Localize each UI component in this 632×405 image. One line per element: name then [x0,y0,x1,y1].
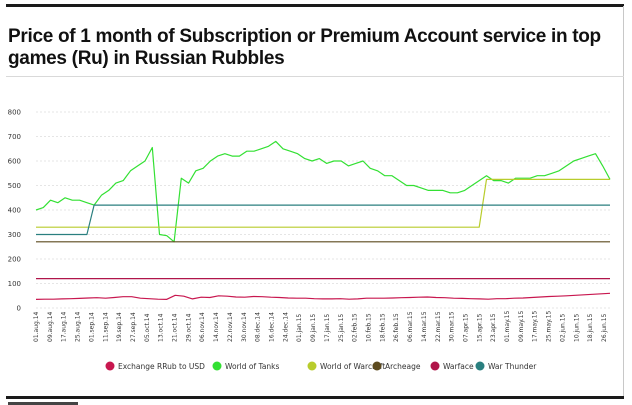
legend-label-1: World of Tanks [225,362,280,371]
x-tick-label-30: 30.mar.15 [449,311,456,342]
y-tick-label-600: 600 [8,158,21,166]
series-line-exchange-rrub-to-usd [35,292,611,300]
x-tick-label-28: 14.mar.15 [421,311,428,342]
x-tick-label-37: 25.may.15 [546,311,553,342]
legend-label-4: Warface [443,362,474,371]
footer-peek [8,400,128,405]
legend-marker-0 [105,361,115,371]
x-tick-label-21: 17.jan.15 [324,314,331,342]
x-tick-label-39: 10.jun.15 [573,313,580,342]
x-tick-label-27: 06.mar.15 [407,311,414,342]
y-tick-label-0: 0 [17,305,21,313]
series-line-war-thunder [36,204,610,236]
y-tick-label-200: 200 [8,256,21,264]
x-tick-label-7: 27.sep.14 [130,312,137,342]
x-tick-label-10: 21.oct.14 [172,313,179,342]
legend-marker-3 [372,361,382,371]
x-tick-label-1: 09.aug.14 [47,311,54,342]
x-tick-label-14: 22.nov.14 [227,312,234,342]
chart-title: Price of 1 month of Subscription or Prem… [8,26,601,69]
x-tick-label-41: 26.jun.15 [601,313,608,342]
x-tick-label-34: 01.may.15 [504,311,511,342]
bottom-rule [6,396,624,399]
legend-label-0: Exchange RRub to USD [118,362,205,371]
x-tick-label-38: 02.jun.15 [559,313,566,342]
x-tick-label-16: 08.dec.14 [255,312,262,342]
y-tick-label-400: 400 [8,207,21,215]
x-tick-label-0: 01.aug.14 [33,311,40,342]
legend-label-3: Archeage [385,362,421,371]
x-tick-label-40: 18.jun.15 [587,313,594,342]
x-tick-label-23: 02.feb.15 [352,313,359,342]
x-tick-label-11: 29.oct.14 [185,313,192,342]
series-line-world-of-warcraft [36,178,610,228]
y-tick-label-100: 100 [8,280,21,288]
x-tick-label-17: 16.dec.14 [269,312,276,342]
title-underline [6,76,624,77]
x-tick-label-12: 06.nov.14 [199,312,206,342]
legend-marker-2 [307,361,317,371]
x-tick-label-35: 09.may.15 [518,311,525,342]
legend-marker-4 [430,361,440,371]
x-axis-ticks: 01.aug.14 09.aug.14 17.aug.14 25.aug.14 01.s… [33,311,608,342]
x-tick-label-29: 22.mar.15 [435,311,442,342]
x-tick-label-4: 01.sep.14 [88,312,95,342]
x-tick-label-2: 17.aug.14 [61,311,68,342]
series-lines [35,140,611,300]
x-tick-label-31: 07.apr.15 [462,313,469,342]
x-tick-label-32: 15.apr.15 [476,313,483,342]
y-axis-ticks: 0 100 200 300 400 500 600 700 800 [8,109,21,313]
x-tick-label-24: 10.feb.15 [365,313,372,342]
x-tick-label-5: 11.sep.14 [102,312,109,342]
x-tick-label-15: 30.nov.14 [241,312,248,342]
top-rule [6,4,624,7]
y-tick-label-800: 800 [8,109,21,117]
y-tick-label-500: 500 [8,182,21,190]
legend-marker-1 [212,361,222,371]
y-tick-label-700: 700 [8,133,21,141]
x-tick-label-20: 09.jan.15 [310,314,317,342]
right-frame [623,6,624,398]
x-tick-label-25: 18.feb.15 [379,313,386,342]
legend-label-2: World of Warcraft [320,362,385,371]
legend: Exchange RRub to USD World of Tanks World … [105,361,537,371]
x-tick-label-3: 25.aug.14 [75,311,82,342]
x-tick-label-6: 19.sep.14 [116,312,123,342]
x-tick-label-26: 26.feb.15 [393,313,400,342]
legend-marker-5 [475,361,485,371]
x-tick-label-36: 17.may.15 [532,311,539,342]
y-tick-label-300: 300 [8,231,21,239]
x-tick-label-8: 05.oct.14 [144,313,151,342]
x-tick-label-13: 14.nov.14 [213,312,220,342]
x-tick-label-9: 13.oct.14 [158,313,165,342]
legend-label-5: War Thunder [488,362,537,371]
x-tick-label-18: 24.dec.14 [282,312,289,342]
x-tick-label-22: 25.jan.15 [338,314,345,342]
x-tick-label-33: 23.apr.15 [490,313,497,342]
x-tick-label-19: 01.jan.15 [296,314,303,342]
